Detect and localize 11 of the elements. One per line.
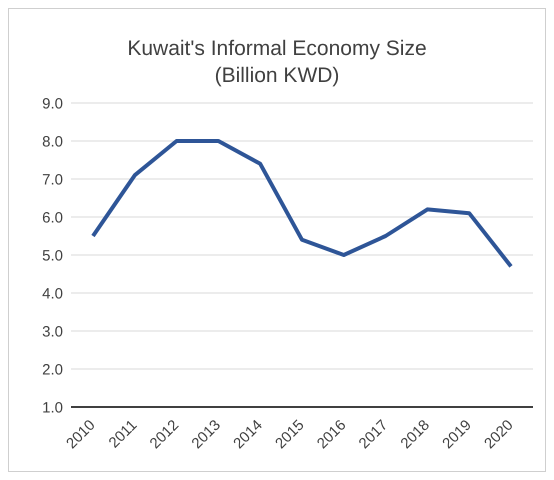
y-tick-label: 8.0 bbox=[42, 133, 63, 150]
y-tick-label: 4.0 bbox=[42, 285, 63, 302]
y-tick-label: 3.0 bbox=[42, 323, 63, 340]
y-tick-label: 7.0 bbox=[42, 171, 63, 188]
y-tick-label: 5.0 bbox=[42, 247, 63, 264]
y-tick-label: 1.0 bbox=[42, 399, 63, 416]
y-tick-label: 2.0 bbox=[42, 361, 63, 378]
line-series bbox=[91, 139, 513, 268]
y-tick-label: 6.0 bbox=[42, 209, 63, 226]
y-tick-label: 9.0 bbox=[42, 95, 63, 112]
chart-title: Kuwait's Informal Economy Size (Billion KWD) bbox=[126, 36, 428, 89]
